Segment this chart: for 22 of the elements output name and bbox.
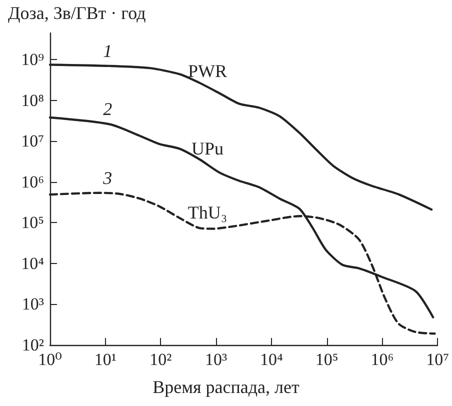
x-axis-title: Время распада, лет	[152, 377, 300, 397]
x-tick-label: 10⁶	[370, 350, 394, 369]
y-tick-label: 10⁹	[21, 50, 44, 70]
annotation: 3	[102, 168, 112, 188]
y-tick-label: 10⁸	[21, 90, 44, 110]
x-tick-label: 10⁵	[315, 350, 338, 369]
series-label: ThU₃	[188, 202, 228, 222]
y-tick-label: 10⁵	[21, 213, 44, 232]
x-tick-label: 10⁴	[260, 350, 283, 369]
series-label: PWR	[188, 61, 228, 82]
x-tick-label: 10²	[150, 350, 172, 369]
annotation: 1	[103, 40, 112, 61]
x-tick-label: 10¹	[94, 350, 116, 369]
y-tick-label: 10⁷	[21, 132, 44, 151]
y-tick-label: 10⁴	[21, 254, 44, 273]
x-tick-label: 10³	[205, 350, 228, 369]
y-axis-title: Доза, Зв/ГВт · год	[8, 3, 146, 23]
x-tick-label: 10⁷	[426, 350, 450, 369]
y-tick-label: 10³	[22, 294, 44, 314]
series-label: UPu	[192, 138, 224, 159]
annotation: 2	[103, 99, 112, 119]
y-tick-label: 10⁶	[21, 172, 44, 192]
